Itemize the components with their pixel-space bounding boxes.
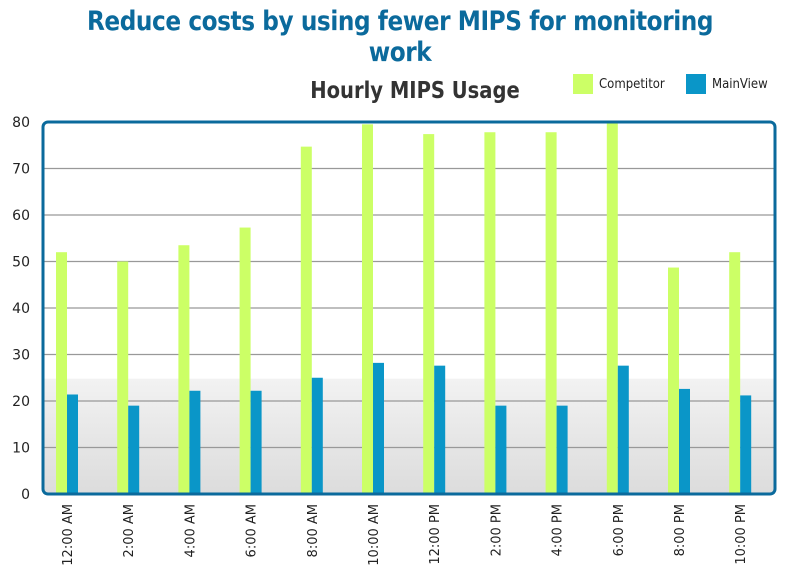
y-tick-label: 80 — [12, 115, 30, 131]
background-band — [43, 378, 775, 494]
x-tick-label: 10:00 AM — [367, 504, 382, 566]
bar-mainview-0 — [67, 394, 78, 494]
bar-competitor-3 — [239, 227, 251, 494]
x-tick-label: 8:00 AM — [306, 504, 321, 557]
bar-competitor-10 — [668, 267, 679, 494]
y-axis-ticks: 0 10 20 30 40 50 60 70 80 — [12, 115, 30, 503]
x-tick-label: 12:00 AM — [61, 504, 76, 566]
bar-competitor-8 — [545, 132, 557, 495]
x-tick-label: 8:00 PM — [673, 504, 688, 556]
chart-title: Hourly MIPS Usage — [310, 78, 520, 104]
legend: Competitor MainView — [573, 74, 788, 94]
bars — [56, 122, 752, 495]
bar-competitor-9 — [606, 122, 618, 494]
y-tick-label: 10 — [12, 441, 30, 457]
bar-mainview-2 — [189, 390, 201, 494]
bar-mainview-10 — [679, 388, 690, 494]
bar-mainview-6 — [434, 365, 446, 494]
y-tick-label: 40 — [12, 301, 30, 317]
x-axis-ticks: 12:00 AM 2:00 AM 4:00 AM 6:00 AM 8:00 AM 10:0… — [61, 504, 749, 566]
gridlines — [43, 167, 775, 449]
x-tick-label: 6:00 AM — [245, 504, 260, 557]
bar-mainview-8 — [556, 405, 568, 494]
legend-label-competitor: Competitor — [599, 76, 665, 92]
bar-competitor-1 — [117, 261, 129, 494]
legend-swatch-competitor — [573, 74, 593, 94]
bar-mainview-5 — [373, 362, 384, 494]
legend-swatch-mainview — [686, 74, 707, 94]
bar-mainview-1 — [128, 405, 140, 494]
bar-mainview-3 — [250, 390, 262, 494]
bar-competitor-11 — [729, 252, 741, 494]
x-tick-label: 4:00 AM — [183, 504, 198, 557]
x-tick-label: 2:00 AM — [122, 504, 137, 557]
frame-border — [41, 120, 777, 496]
bar-competitor-2 — [178, 245, 190, 494]
y-tick-label: 20 — [12, 394, 30, 410]
x-tick-label: 6:00 PM — [612, 504, 627, 556]
bar-competitor-0 — [56, 252, 67, 494]
bar-mainview-7 — [495, 405, 507, 494]
bar-mainview-4 — [311, 377, 323, 494]
legend-label-mainview: MainView — [712, 76, 768, 92]
x-tick-label: 4:00 PM — [551, 504, 566, 556]
plot-frame — [41, 120, 777, 496]
y-tick-label: 30 — [12, 348, 30, 364]
y-tick-label: 50 — [12, 255, 30, 271]
bar-mainview-11 — [740, 395, 752, 494]
legend-item-mainview: MainView — [686, 74, 774, 94]
bar-competitor-4 — [300, 146, 312, 494]
legend-item-competitor: Competitor — [573, 74, 672, 94]
plot-background — [43, 378, 775, 494]
headline: Reduce costs by using fewer MIPS for mon… — [86, 6, 714, 68]
bar-mainview-9 — [617, 365, 629, 494]
x-tick-label: 12:00 PM — [428, 504, 443, 565]
x-tick-label: 2:00 PM — [489, 504, 504, 556]
bar-competitor-5 — [362, 124, 373, 494]
y-tick-label: 70 — [12, 162, 30, 178]
x-tick-label: 10:00 PM — [734, 504, 749, 565]
bar-competitor-7 — [484, 132, 496, 495]
y-tick-label: 60 — [12, 208, 30, 224]
y-tick-label: 0 — [21, 487, 30, 503]
bar-competitor-6 — [423, 134, 435, 494]
